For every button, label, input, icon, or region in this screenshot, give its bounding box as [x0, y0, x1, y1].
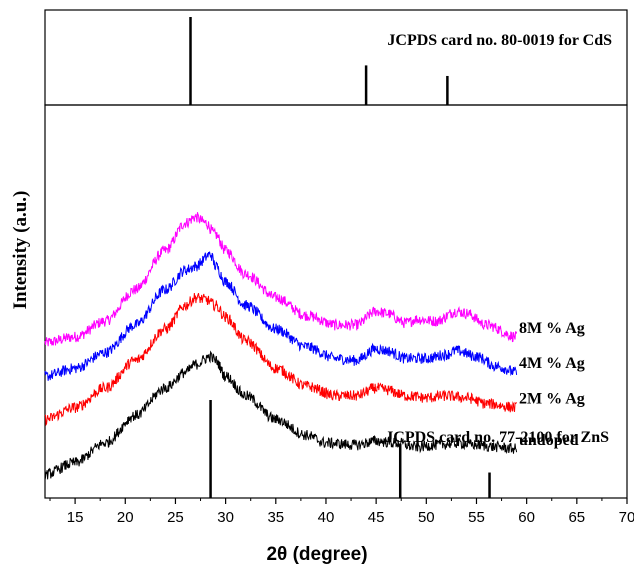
- series-labels: 8M % Ag 4M % Ag 2M % Ag undoped: [519, 320, 585, 449]
- zns-reference-peaks: [209, 400, 491, 498]
- x-axis-title: 2θ (degree): [266, 544, 367, 565]
- x-tick-label: 60: [518, 509, 535, 526]
- series-line-8m-ag: [44, 212, 518, 347]
- zns-reference-label: JCPDS card no. 77-2100 for ZnS: [385, 429, 609, 446]
- series-line-undoped: [44, 350, 518, 480]
- x-tick-label: 65: [568, 509, 585, 526]
- y-axis-title: Intensity (a.u.): [10, 191, 31, 310]
- cds-reference-label: JCPDS card no. 80-0019 for CdS: [387, 32, 612, 49]
- x-tick-label: 45: [368, 509, 385, 526]
- x-tick-label: 70: [619, 509, 634, 526]
- cds-reference-peaks: [189, 17, 449, 105]
- series-label: 4M % Ag: [519, 355, 585, 372]
- x-axis-ticks: 15 20 25 30 35 40 45 50 55 60 65 70: [49, 498, 634, 526]
- x-tick-label: 25: [167, 509, 184, 526]
- xrd-series: [44, 212, 518, 480]
- x-tick-label: 40: [318, 509, 335, 526]
- series-label: undoped: [519, 432, 579, 449]
- series-label: 2M % Ag: [519, 391, 585, 408]
- series-label: 8M % Ag: [519, 320, 585, 337]
- x-tick-label: 35: [267, 509, 284, 526]
- x-tick-label: 30: [217, 509, 234, 526]
- series-line-4m-ag: [44, 251, 518, 381]
- x-tick-label: 15: [67, 509, 84, 526]
- x-tick-label: 20: [117, 509, 134, 526]
- x-tick-label: 55: [468, 509, 485, 526]
- plot-frame-top: [44, 9, 628, 106]
- x-tick-label: 50: [418, 509, 435, 526]
- series-line-2m-ag: [44, 293, 518, 427]
- plot-frame-main: [44, 104, 628, 499]
